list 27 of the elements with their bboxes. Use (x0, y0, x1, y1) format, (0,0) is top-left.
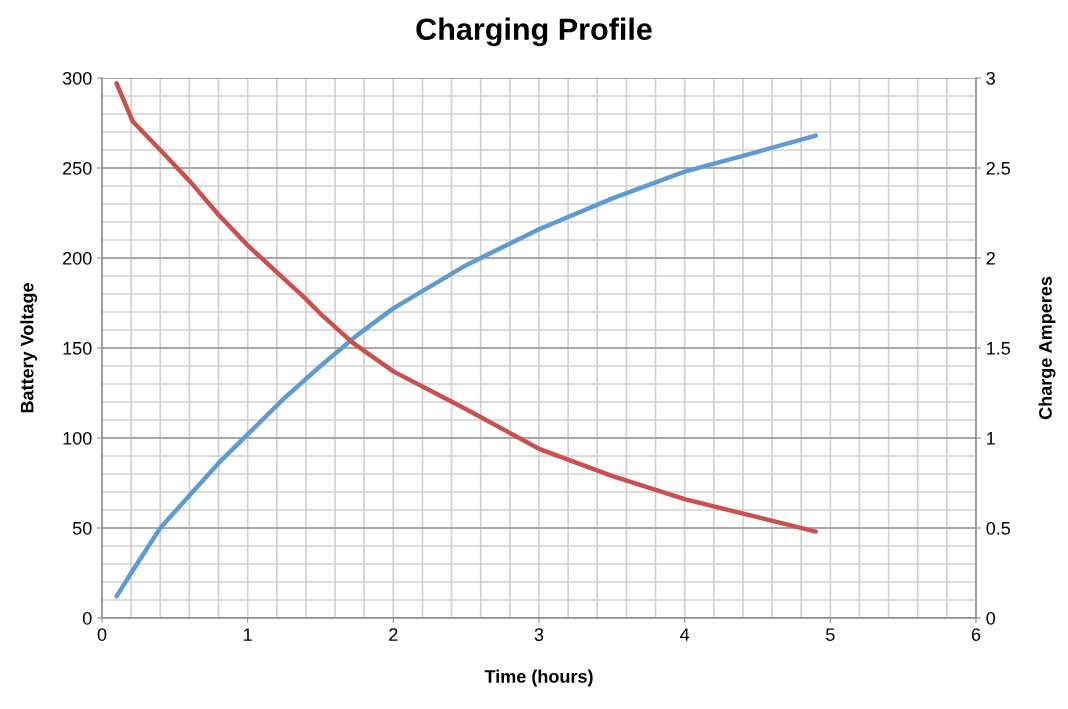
chart-title: Charging Profile (416, 17, 652, 47)
y-tick-label: 300 (62, 71, 92, 85)
y-axis-title: Battery Voltage (20, 283, 38, 413)
x-axis-title: Time (hours) (484, 669, 593, 687)
x-tick-label: 1 (244, 628, 252, 641)
y2-tick-label: 1 (987, 432, 995, 445)
line-series (114, 133, 818, 599)
y2-axis-title: Charge Amperes (1038, 276, 1056, 420)
y-tick-label: 0 (82, 611, 92, 625)
x-tick-label: 6 (971, 628, 981, 641)
x-tick-label: 5 (826, 628, 835, 641)
y2-tick-label: 2 (986, 251, 995, 265)
y-tick-label: 150 (63, 341, 92, 355)
y-tick-label: 50 (72, 521, 92, 535)
x-tick-label: 4 (680, 628, 690, 641)
line-series (114, 81, 818, 534)
y-tick-label: 250 (63, 161, 92, 175)
x-tick-label: 2 (389, 628, 398, 641)
y2-tick-label: 2.5 (986, 161, 1011, 175)
x-tick-label: 0 (97, 628, 107, 641)
y2-tick-label: 1.5 (987, 342, 1011, 355)
y2-tick-label: 0.5 (986, 521, 1011, 535)
y-tick-label: 100 (63, 431, 92, 445)
y2-tick-label: 3 (986, 71, 995, 85)
y-tick-label: 200 (63, 251, 92, 265)
x-tick-label: 3 (534, 628, 544, 641)
y2-tick-label: 0 (986, 611, 996, 625)
